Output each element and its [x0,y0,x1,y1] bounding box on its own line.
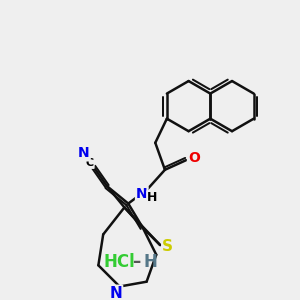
Text: S: S [162,239,173,254]
Text: HCl: HCl [103,254,135,272]
Text: N: N [136,187,148,201]
Text: –: – [132,254,141,272]
Text: N: N [78,146,90,161]
Text: C: C [85,158,94,168]
Text: H: H [143,254,157,272]
Text: N: N [110,286,122,300]
Text: O: O [188,151,200,165]
Text: H: H [147,191,158,204]
